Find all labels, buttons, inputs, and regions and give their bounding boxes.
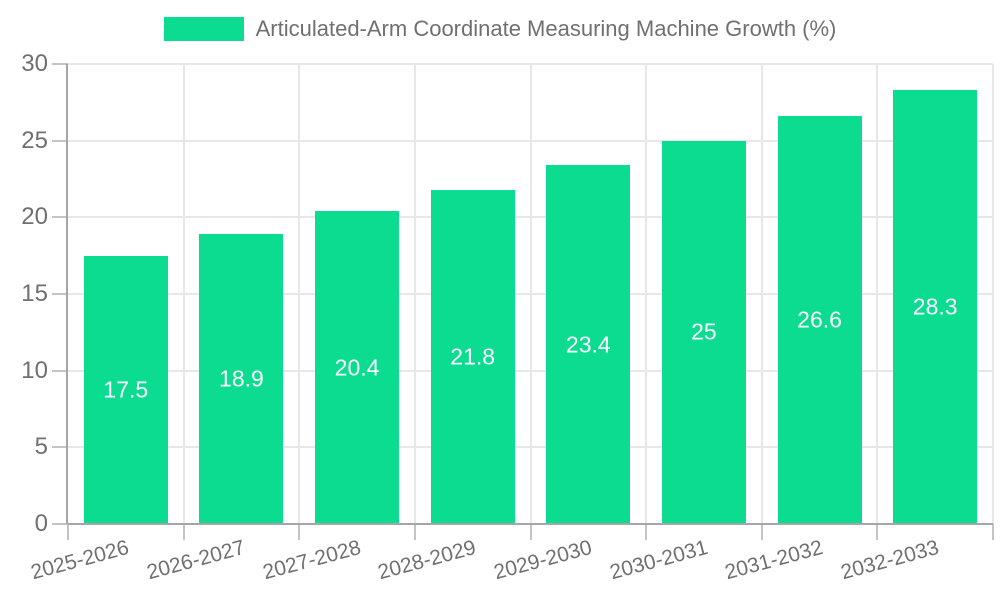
y-tick-label: 25 — [21, 126, 48, 154]
bar — [777, 116, 862, 524]
y-tick-label: 10 — [21, 356, 48, 384]
y-tick-label: 20 — [21, 203, 48, 231]
x-tick-label: 2031-2032 — [722, 536, 826, 585]
y-tick-mark — [52, 139, 68, 142]
x-tick-mark — [413, 524, 416, 540]
bar — [199, 234, 284, 524]
x-tick-label: 2029-2030 — [491, 536, 595, 585]
x-gridline — [413, 64, 416, 524]
bar-value-label: 20.4 — [334, 354, 380, 381]
bar — [546, 165, 631, 524]
x-tick-mark — [876, 524, 879, 540]
x-gridline — [529, 64, 532, 524]
x-tick-label: 2032-2033 — [838, 536, 942, 585]
x-tick-label: 2030-2031 — [606, 536, 710, 585]
bar — [893, 90, 978, 524]
bar — [83, 255, 168, 524]
x-tick-label: 2025-2026 — [28, 536, 132, 585]
bar-value-label: 21.8 — [450, 343, 496, 370]
y-tick-label: 30 — [21, 50, 48, 77]
y-tick-mark — [52, 523, 68, 525]
legend-label: Articulated-Arm Coordinate Measuring Mac… — [255, 16, 837, 41]
y-tick-mark — [52, 293, 68, 295]
x-tick-mark — [645, 524, 648, 540]
bar — [315, 211, 400, 524]
x-gridline — [760, 64, 763, 524]
y-tick-label: 5 — [34, 433, 48, 461]
bar-value-label: 17.5 — [103, 376, 149, 403]
x-tick-label: 2027-2028 — [260, 536, 364, 585]
x-gridline — [298, 64, 301, 524]
x-tick-mark — [67, 524, 69, 540]
y-tick-label: 15 — [21, 280, 48, 307]
x-gridline — [876, 64, 879, 524]
x-tick-mark — [992, 524, 994, 540]
y-tick-mark — [52, 369, 68, 372]
chart-legend: Articulated-Arm Coordinate Measuring Mac… — [0, 16, 1000, 42]
x-tick-mark — [760, 524, 763, 540]
x-tick-label: 2028-2029 — [375, 536, 479, 585]
x-axis-line — [68, 523, 993, 525]
y-tick-label: 0 — [34, 510, 48, 537]
bar — [430, 189, 515, 524]
x-gridline — [182, 64, 185, 524]
bar-value-label: 25 — [691, 318, 717, 345]
y-axis-line — [66, 64, 68, 524]
x-gridline — [645, 64, 648, 524]
x-tick-label: 2026-2027 — [144, 536, 248, 585]
x-tick-mark — [182, 524, 185, 540]
y-tick-mark — [52, 216, 68, 219]
x-gridline — [992, 64, 994, 524]
x-tick-mark — [298, 524, 301, 540]
bar-value-label: 23.4 — [565, 331, 611, 358]
legend-swatch — [163, 17, 244, 41]
x-tick-mark — [529, 524, 532, 540]
bar — [661, 140, 746, 524]
bar-value-label: 18.9 — [219, 365, 264, 392]
bar-value-label: 26.6 — [797, 306, 842, 333]
y-tick-mark — [52, 63, 68, 65]
y-tick-mark — [52, 446, 68, 449]
bar-value-label: 28.3 — [912, 293, 958, 320]
